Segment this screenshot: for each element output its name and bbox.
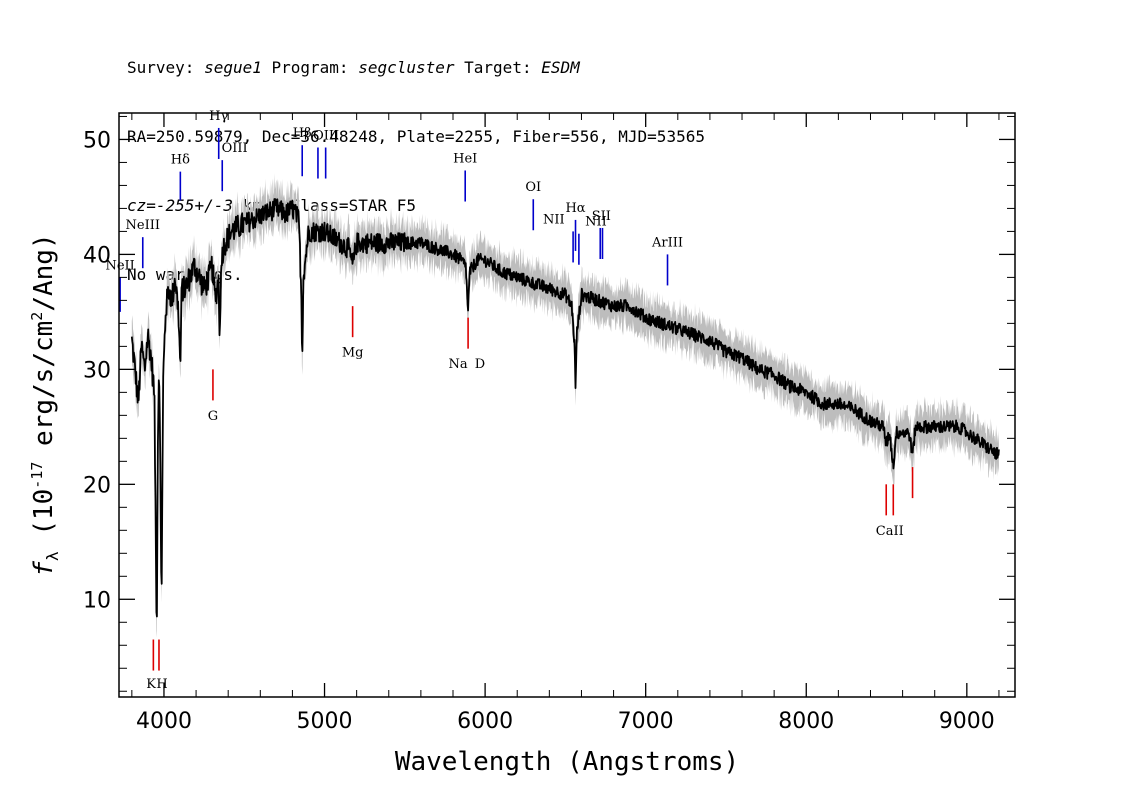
y-tick-label: 30 — [83, 358, 111, 383]
line-label: H — [156, 677, 167, 692]
line-label: Hα — [565, 201, 585, 216]
line-label: HeI — [453, 151, 477, 166]
line-label: NeIII — [126, 218, 160, 233]
survey-label: Survey: — [127, 58, 205, 77]
header-line-survey: Survey: segue1 Program: segcluster Targe… — [127, 56, 705, 79]
line-label: NeII — [105, 258, 134, 273]
line-label: CaII — [876, 524, 904, 539]
y-tick-label: 20 — [83, 473, 111, 498]
spectrum-line — [130, 198, 1000, 618]
line-label: Hγ — [209, 109, 228, 124]
line-label: Hβ — [293, 126, 312, 141]
line-label: NII — [585, 215, 607, 230]
spectrum-layer — [130, 198, 1000, 618]
line-label: OI — [525, 180, 541, 195]
x-tick-label: 7000 — [618, 709, 674, 734]
y-axis-label-part3: /Ang) — [29, 233, 59, 311]
error-band — [131, 173, 999, 638]
axis-tick-labels: 4000 5000 6000 7000 8000 9000 10 20 30 40 50 — [83, 128, 995, 734]
y-axis-label-exp2: 2 — [28, 312, 46, 321]
line-label: NII — [543, 212, 565, 227]
line-label: Hδ — [171, 153, 190, 168]
survey-value: segue1 — [204, 58, 262, 77]
line-label: D — [475, 357, 485, 372]
x-tick-label: 5000 — [297, 709, 353, 734]
line-label: OIII — [222, 141, 248, 156]
y-tick-label: 40 — [83, 243, 111, 268]
axis-ticks — [119, 113, 1015, 697]
x-axis-label: Wavelength (Angstroms) — [395, 747, 739, 777]
x-tick-label: 9000 — [939, 709, 995, 734]
x-tick-label: 4000 — [136, 709, 192, 734]
plot-frame — [118, 112, 1016, 698]
program-label: Program: — [261, 58, 359, 77]
line-label: K — [146, 677, 156, 692]
cz-label: cz — [127, 196, 147, 215]
header-line-coordinates: RA=250.59879, Dec=36.48248, Plate=2255, … — [127, 127, 705, 146]
line-label: OIII — [313, 128, 339, 143]
y-axis-label-sub: λ — [43, 551, 62, 561]
line-label: Na — [449, 357, 468, 372]
y-tick-label: 50 — [83, 128, 111, 153]
line-label: SII — [592, 209, 611, 224]
target-value: ESDM — [541, 58, 580, 77]
target-label: Target: — [454, 58, 542, 77]
error-band-layer — [131, 173, 999, 638]
line-label: Mg — [342, 346, 364, 361]
y-axis-label-part1: (10 — [29, 489, 59, 552]
x-tick-label: 6000 — [457, 709, 513, 734]
y-axis-label-f: f — [29, 561, 59, 577]
y-axis-label-part2: erg/s/cm — [29, 321, 59, 462]
cz-value: -255+/-3 — [155, 196, 233, 215]
y-axis-label-exp: -17 — [28, 462, 46, 489]
cz-equals: = — [146, 196, 156, 215]
y-tick-label: 10 — [83, 588, 111, 613]
y-axis-label: fλ (10-17 erg/s/cm2/Ang) — [28, 233, 62, 576]
x-tick-label: 8000 — [778, 709, 834, 734]
line-label: G — [208, 409, 218, 424]
program-value: segcluster — [358, 58, 455, 77]
line-label: ArIII — [651, 235, 683, 250]
